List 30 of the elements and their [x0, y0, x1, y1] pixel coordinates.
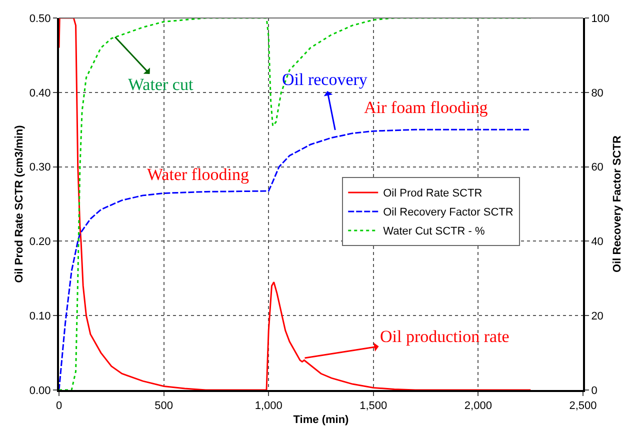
annotation: Water cut	[128, 75, 194, 94]
x-tick-label: 500	[154, 400, 173, 412]
y-tick-label: 0.50	[29, 12, 51, 25]
x-tick-label: 1,500	[360, 400, 388, 412]
annotation: Water flooding	[147, 165, 250, 184]
legend-label: Water Cut SCTR - %	[383, 226, 485, 238]
y2-tick-label: 80	[591, 87, 604, 100]
y2-tick-label: 60	[591, 162, 604, 174]
x-tick-label: 2,000	[464, 400, 492, 412]
annotation: Oil production rate	[380, 327, 510, 346]
y-tick-label: 0.40	[29, 87, 51, 100]
x-tick-label: 1,000	[254, 400, 282, 412]
legend-label: Oil Prod Rate SCTR	[383, 188, 482, 200]
legend-label: Oil Recovery Factor SCTR	[383, 206, 514, 219]
annotation: Air foam flooding	[364, 98, 488, 117]
x-axis-title: Time (min)	[293, 414, 350, 426]
x-tick-label: 2,500	[569, 400, 597, 412]
y-tick-label: 0.10	[29, 310, 51, 322]
x-tick-label: 0	[56, 400, 62, 412]
line-series	[59, 128, 532, 390]
y-tick-label: 0.00	[29, 384, 51, 397]
y-axis-title: Oil Prod Rate SCTR (cm3/min)	[14, 124, 26, 283]
annotation: Oil recovery	[282, 70, 368, 89]
y2-tick-label: 0	[591, 384, 598, 397]
y2-tick-label: 40	[591, 236, 604, 248]
y2-tick-label: 20	[591, 310, 604, 322]
y2-tick-label: 100	[591, 12, 610, 25]
y-tick-label: 0.20	[29, 236, 51, 248]
y2-axis-title: Oil Recovery Factor SCTR	[611, 135, 624, 272]
y-tick-label: 0.30	[29, 162, 51, 174]
